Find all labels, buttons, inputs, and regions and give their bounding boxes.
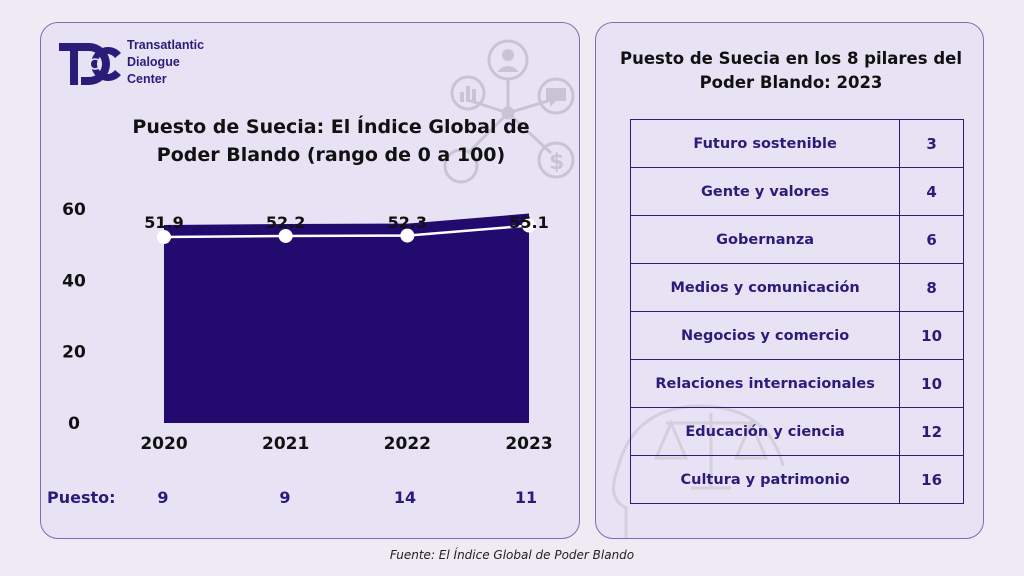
pillar-rank: 10 (899, 359, 964, 408)
data-point (522, 218, 536, 233)
x-tick-label: 2023 (505, 434, 552, 454)
logo-text: Transatlantic Dialogue Center (127, 37, 204, 88)
pillar-rank: 12 (899, 407, 964, 456)
pillar-name: Gobernanza (629, 215, 901, 264)
rank-value: 11 (514, 488, 538, 507)
pillar-rank: 8 (899, 263, 964, 312)
rank-value: 9 (279, 488, 291, 507)
table-row: Medios y comunicación 8 (629, 263, 964, 312)
logo-line-3: Center (127, 72, 167, 86)
y-tick-label: 40 (62, 271, 86, 291)
area-chart: 51.9 52.2 52.3 55.1 0 20 40 60 2020 2021 2022 2023 (62, 200, 553, 454)
data-point (278, 228, 293, 243)
svg-text:$: $ (549, 150, 564, 175)
pillar-name: Negocios y comercio (629, 311, 901, 360)
rank-value: 14 (393, 488, 417, 507)
pillars-table: Futuro sostenible 3 Gente y valores 4 Gobern… (629, 119, 964, 504)
data-point (400, 228, 415, 243)
pillar-rank: 6 (899, 215, 964, 264)
pillar-name: Futuro sostenible (629, 119, 901, 168)
pillar-name: Educación y ciencia (629, 407, 901, 456)
table-row: Gobernanza 6 (629, 215, 964, 264)
chart-title: Puesto de Suecia: El Índice Global de Po… (132, 116, 530, 166)
table-row: Cultura y patrimonio 16 (629, 455, 964, 504)
y-tick-label: 20 (62, 343, 86, 363)
table-title: Puesto de Suecia en los 8 pilares del Po… (620, 49, 962, 92)
data-label: 52.2 (266, 213, 305, 232)
pillar-name: Cultura y patrimonio (629, 455, 901, 504)
rank-row-label: Puesto: (47, 488, 116, 507)
data-label: 55.1 (509, 213, 548, 232)
pillar-rank: 16 (899, 455, 964, 504)
x-tick-label: 2021 (262, 434, 309, 454)
x-tick-label: 2022 (384, 434, 431, 454)
pillar-rank: 3 (899, 119, 964, 168)
x-tick-label: 2020 (140, 434, 187, 454)
table-row: Negocios y comercio 10 (629, 311, 964, 360)
pillar-name: Relaciones internacionales (629, 359, 901, 408)
network-decoration-icon: $ (443, 39, 575, 184)
data-label: 52.3 (388, 213, 427, 232)
data-point (157, 230, 171, 245)
rank-value: 9 (157, 488, 169, 507)
pillars-panel: Puesto de Suecia en los 8 pilares del Po… (595, 22, 984, 539)
y-tick-label: 0 (68, 414, 80, 434)
table-row: Educación y ciencia 12 (629, 407, 964, 456)
series-line (163, 224, 530, 239)
y-tick-label: 60 (62, 200, 86, 220)
data-label: 51.9 (144, 213, 183, 232)
logo-line-1: Transatlantic (127, 38, 205, 52)
pillar-rank: 10 (899, 311, 964, 360)
table-row: Futuro sostenible 3 (629, 119, 964, 168)
logo-line-2: Dialogue (127, 55, 180, 69)
pillar-name: Medios y comunicación (629, 263, 901, 312)
table-row: Gente y valores 4 (629, 167, 964, 216)
area-series (164, 213, 529, 423)
table-row: Relaciones internacionales 10 (629, 359, 964, 408)
tdc-logo-icon (59, 43, 121, 85)
chart-panel: $ Transatlantic Dialogue Center Puesto d… (40, 22, 580, 539)
pillar-name: Gente y valores (629, 167, 901, 216)
pillar-rank: 4 (899, 167, 964, 216)
source-caption: Fuente: El Índice Global de Poder Blando (389, 548, 635, 562)
